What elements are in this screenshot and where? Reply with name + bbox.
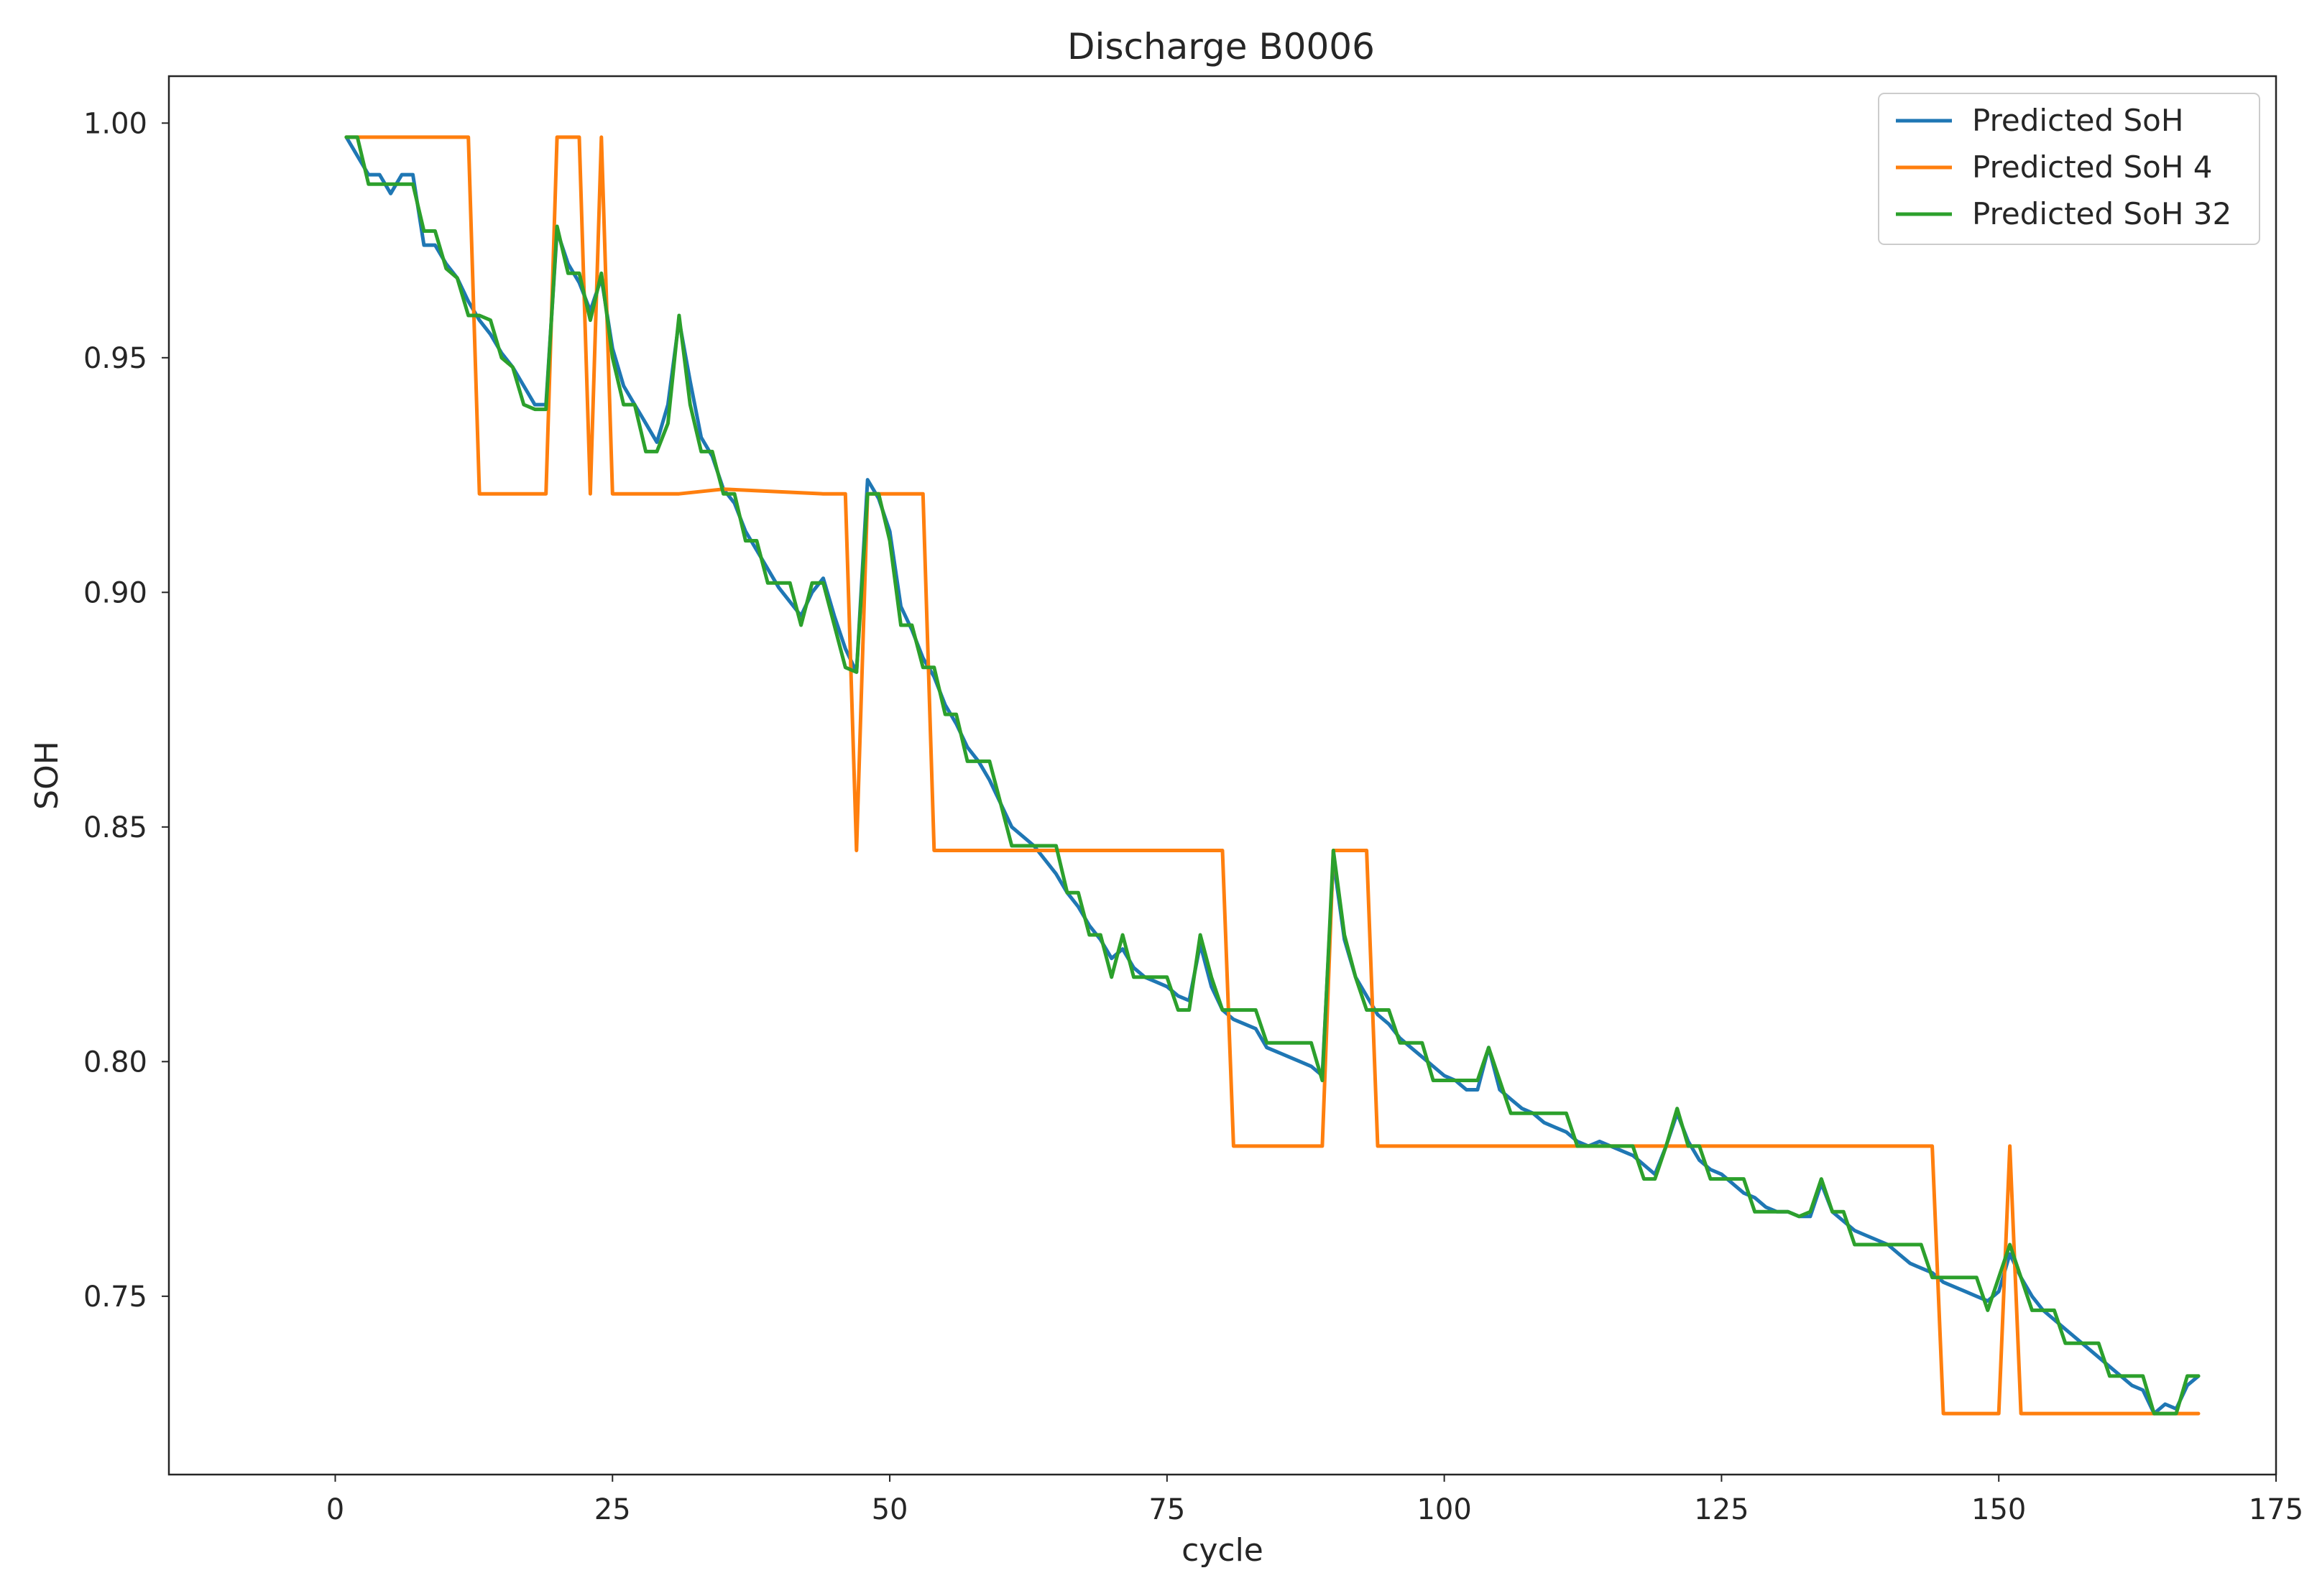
y-tick-label: 0.95 bbox=[83, 342, 147, 375]
legend-entry: Predicted SoH bbox=[1972, 103, 2183, 138]
legend-entry: Predicted SoH 32 bbox=[1972, 196, 2231, 231]
plot-area bbox=[167, 75, 2277, 1476]
y-tick-label: 0.75 bbox=[83, 1281, 147, 1314]
x-tick-label: 175 bbox=[2249, 1493, 2303, 1526]
y-tick-label: 0.85 bbox=[83, 811, 147, 844]
series-line-2 bbox=[344, 135, 2201, 1416]
y-tick-label: 0.80 bbox=[83, 1046, 147, 1079]
y-axis-label: SOH bbox=[29, 741, 65, 810]
chart-title: Discharge B0006 bbox=[1067, 26, 1375, 68]
x-tick-label: 25 bbox=[594, 1493, 631, 1526]
x-tick-label: 100 bbox=[1417, 1493, 1471, 1526]
series-layer bbox=[344, 135, 2201, 1416]
x-tick-label: 0 bbox=[326, 1493, 344, 1526]
y-tick-label: 1.00 bbox=[83, 107, 147, 140]
legend: Predicted SoH Predicted SoH 4 Predicted So… bbox=[1878, 93, 2260, 245]
x-tick-label: 50 bbox=[872, 1493, 908, 1526]
x-tick-label: 75 bbox=[1148, 1493, 1185, 1526]
x-axis-label: cycle bbox=[1181, 1532, 1263, 1569]
x-tick-label: 150 bbox=[1971, 1493, 2026, 1526]
legend-box bbox=[1878, 93, 2260, 245]
y-axis: 0.75 0.80 0.85 0.90 0.95 1.00 bbox=[83, 107, 169, 1314]
y-tick-label: 0.90 bbox=[83, 576, 147, 609]
series-line-1 bbox=[344, 135, 2201, 1416]
legend-entry: Predicted SoH 4 bbox=[1972, 149, 2213, 185]
series-line-3 bbox=[344, 135, 2201, 1416]
x-tick-label: 125 bbox=[1694, 1493, 1749, 1526]
x-axis: 0 25 50 75 100 125 150 175 bbox=[326, 1475, 2303, 1526]
